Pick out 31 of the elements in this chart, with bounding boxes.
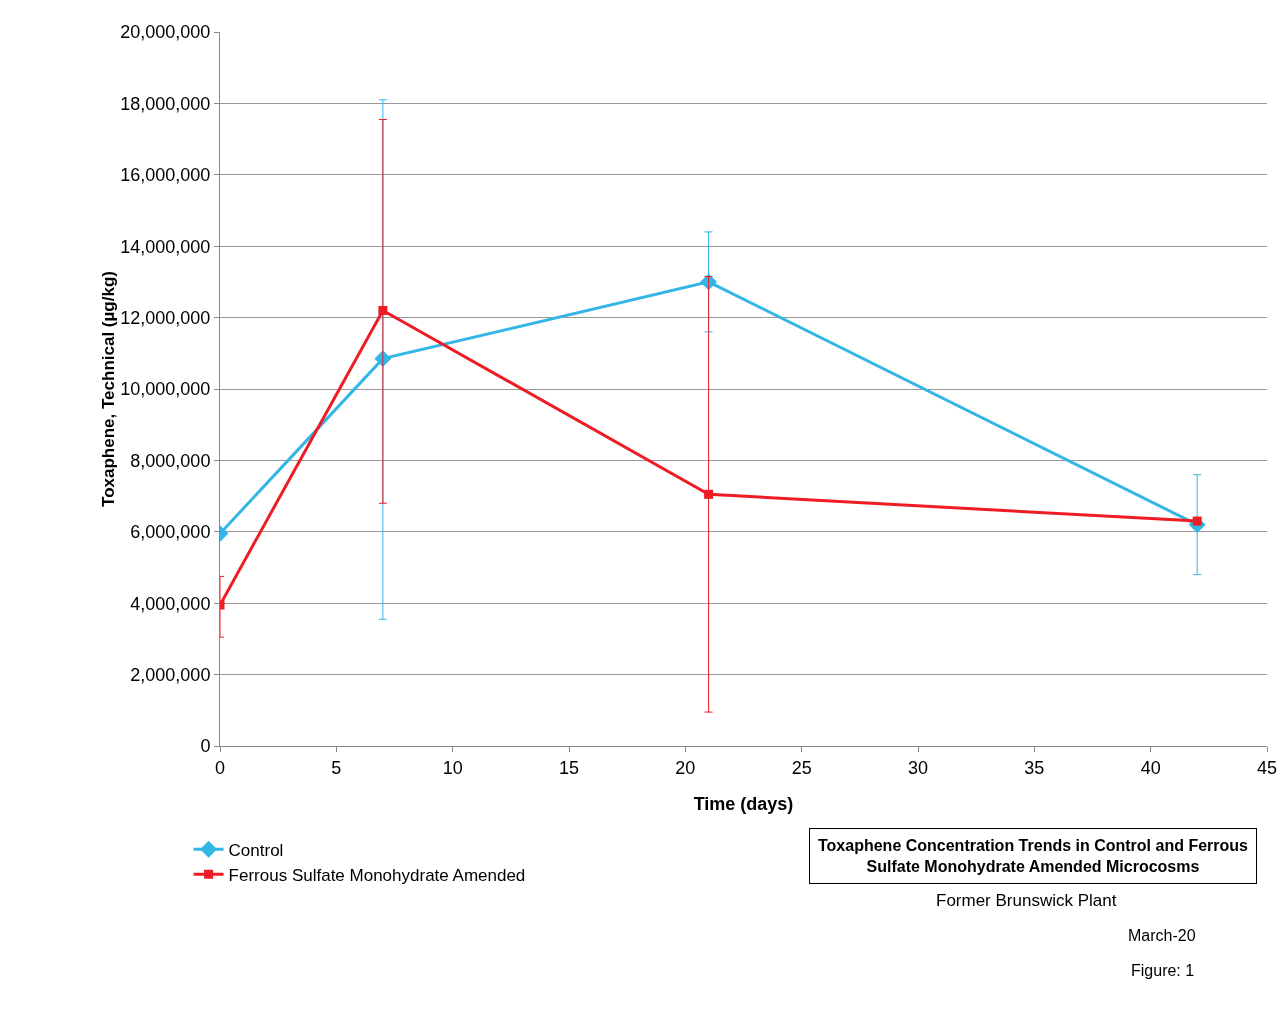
text: Former Brunswick Plant xyxy=(936,891,1117,910)
y-axis-title: Toxaphene, Technical (µg/kg) xyxy=(99,271,119,507)
y-tick-label: 6,000,000 xyxy=(130,522,211,543)
legend-label: Control xyxy=(228,840,284,860)
point xyxy=(378,305,388,315)
x-tick-label: 30 xyxy=(907,757,929,778)
y-tick-label: 2,000,000 xyxy=(130,664,211,685)
y-tick-label: 8,000,000 xyxy=(130,450,211,471)
x-tick-label: 0 xyxy=(214,757,226,778)
x-tick-label: 5 xyxy=(331,757,342,778)
text: March-20 xyxy=(1128,927,1196,944)
point xyxy=(704,489,714,499)
text: Toxaphene Concentration Trends in Control and Ferrous Sulfate Monohydrate Amended Microcosms xyxy=(818,837,1249,875)
y-tick-label: 10,000,000 xyxy=(120,379,211,400)
y-tick-label: 14,000,000 xyxy=(120,236,211,257)
x-tick-label: 10 xyxy=(442,757,463,778)
legend-label: Ferrous Sulfate Monohydrate Amended xyxy=(228,865,526,885)
y-tick-label: 4,000,000 xyxy=(130,593,211,614)
x-axis-title: Time (days) xyxy=(693,794,794,814)
x-tick-label: 40 xyxy=(1140,757,1161,778)
x-tick-label: 35 xyxy=(1024,757,1045,778)
y-tick-label: 16,000,000 xyxy=(120,165,211,186)
y-tick-label: 0 xyxy=(200,736,211,757)
x-tick-label: 25 xyxy=(791,757,812,778)
y-tick-label: 12,000,000 xyxy=(120,307,211,328)
x-tick-label: 45 xyxy=(1256,757,1278,778)
text: Figure: 1 xyxy=(1131,962,1195,979)
x-tick-label: 15 xyxy=(558,757,580,778)
x-tick-label: 20 xyxy=(675,757,696,778)
y-tick-label: 18,000,000 xyxy=(120,93,211,114)
y-tick-label: 20,000,000 xyxy=(120,22,211,43)
